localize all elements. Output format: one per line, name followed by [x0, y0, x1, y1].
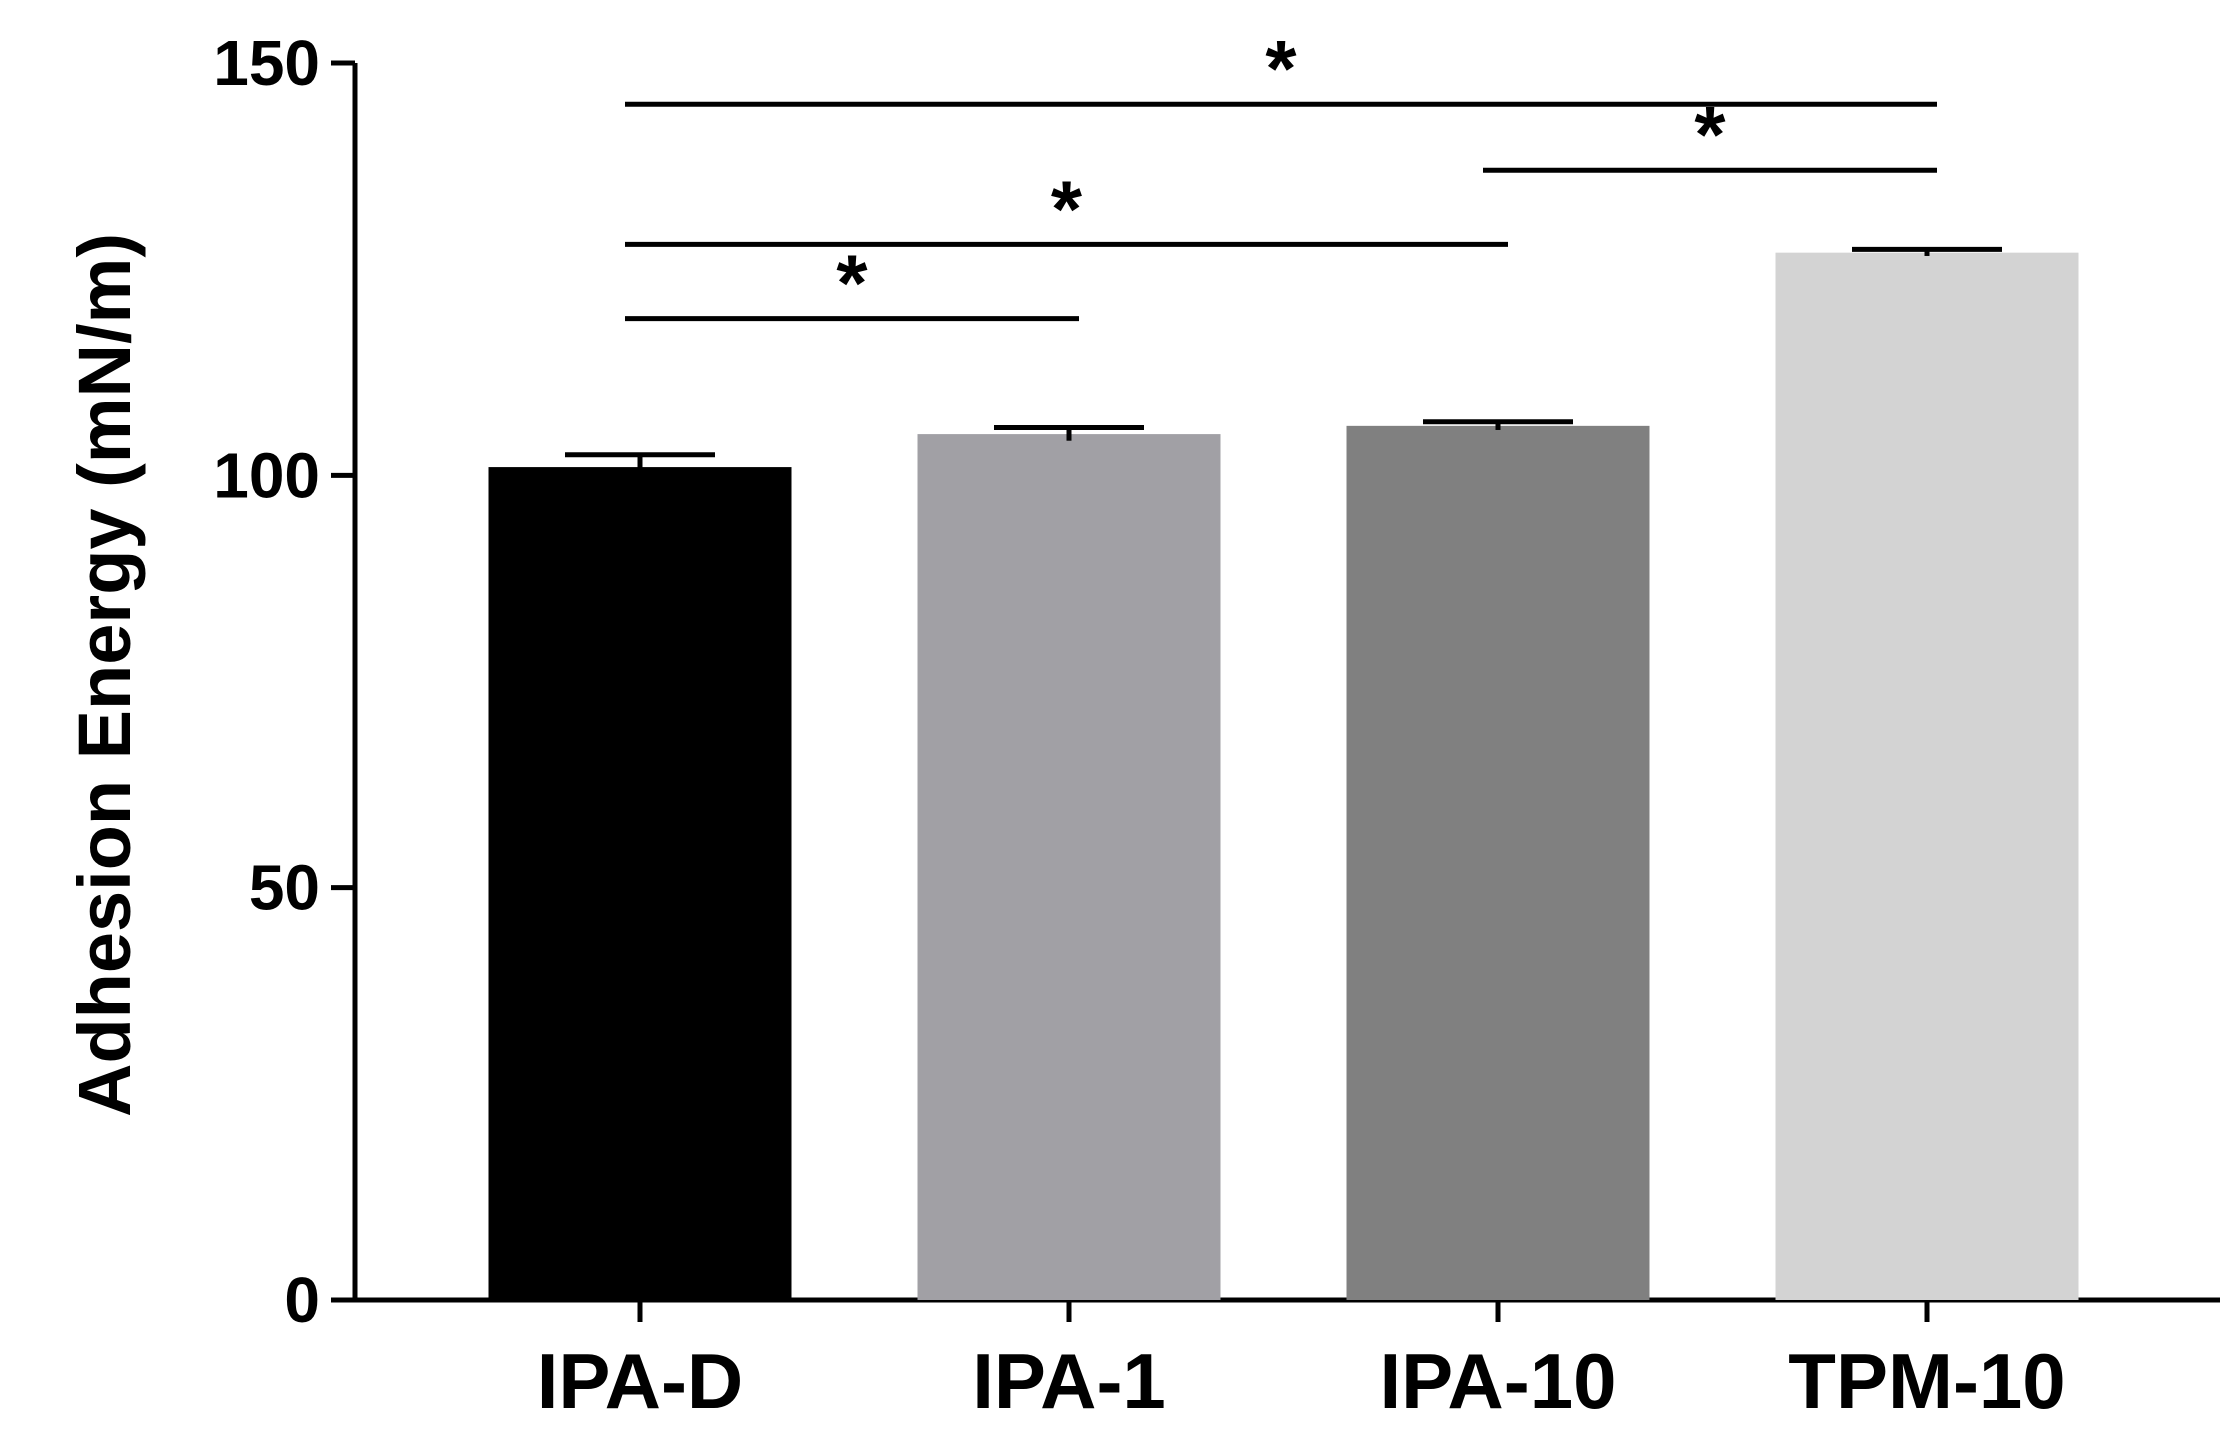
y-tick-label: 0	[284, 1264, 320, 1336]
y-axis: 0 50 100 150	[213, 27, 358, 1336]
x-tick-label: IPA-1	[972, 1337, 1166, 1425]
y-tick-label: 100	[213, 439, 320, 511]
bar	[917, 434, 1221, 1301]
error-bars	[565, 246, 2002, 480]
x-axis: IPA-D IPA-1 IPA-10 TPM-10	[355, 1297, 2220, 1425]
significance-star: *	[836, 239, 868, 328]
bars	[488, 252, 2079, 1301]
x-tick-label: IPA-D	[537, 1337, 744, 1425]
x-tick-label: TPM-10	[1788, 1337, 2065, 1425]
significance-star: *	[1051, 164, 1083, 253]
y-axis-title: Adhesion Energy (mN/m)	[63, 233, 146, 1117]
bar	[488, 467, 792, 1300]
bar	[1346, 425, 1650, 1300]
significance-brackets: ****	[625, 24, 1937, 328]
significance-star: *	[1265, 24, 1297, 113]
y-tick-label: 150	[213, 27, 320, 99]
bar	[1775, 252, 2079, 1300]
y-tick-label: 50	[249, 852, 320, 924]
x-tick-label: IPA-10	[1380, 1337, 1617, 1425]
